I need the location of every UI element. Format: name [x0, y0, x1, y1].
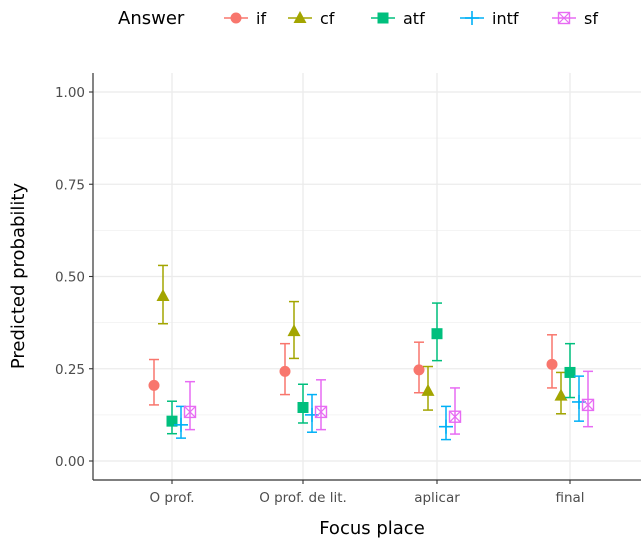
data-point: [148, 379, 160, 391]
data-point: [314, 405, 328, 419]
y-axis-title: Predicted probability: [8, 183, 29, 370]
legend-label: cf: [320, 9, 335, 28]
axes: 0.00 0.25 0.50 0.75 1.00 O prof. O prof. de l…: [8, 73, 641, 539]
data-point: [279, 365, 291, 377]
legend-key-marker: [465, 11, 479, 25]
x-tick-label: final: [555, 490, 584, 506]
legend-key-marker: [293, 11, 307, 23]
data-point: [581, 398, 595, 412]
legend-key-marker: [230, 12, 242, 24]
data-point: [287, 324, 301, 337]
legend-item-if: if: [224, 9, 266, 28]
legend-item-intf: intf: [460, 9, 519, 28]
series-intf: [174, 375, 586, 441]
data-point: [546, 358, 558, 370]
data-point: [174, 417, 188, 432]
legend-key-marker: [377, 12, 389, 24]
legend-item-atf: atf: [371, 9, 425, 28]
y-tick-label: 0.50: [55, 270, 85, 286]
data-point: [448, 410, 462, 423]
series-atf: [166, 302, 576, 435]
error-bar: [185, 380, 195, 431]
y-tick-label: 1.00: [55, 85, 85, 101]
series-cf: [156, 264, 568, 415]
legend-title: Answer: [118, 8, 185, 29]
data-point: [554, 388, 568, 401]
data-point: [564, 366, 576, 378]
data-point: [166, 415, 178, 427]
error-bar: [316, 379, 326, 431]
legend: Answer if cf atf intf sf: [118, 8, 598, 29]
plot-panel: [93, 73, 641, 480]
data-point: [156, 289, 170, 302]
y-tick-label: 0.00: [55, 454, 85, 470]
x-tick-label: aplicar: [414, 490, 460, 506]
data-point: [183, 405, 197, 419]
y-tick-label: 0.25: [55, 362, 85, 378]
data-point: [421, 383, 435, 396]
legend-label: atf: [403, 9, 425, 28]
data-point: [297, 401, 309, 413]
x-tick-label: O prof. de lit.: [259, 490, 347, 506]
legend-label: intf: [492, 9, 519, 28]
series-if: [148, 334, 558, 406]
data-point: [413, 364, 425, 376]
data-point: [431, 328, 443, 340]
series-sf: [183, 370, 595, 435]
legend-key-marker: [557, 11, 571, 25]
legend-item-sf: sf: [552, 9, 598, 28]
data-point: [439, 419, 453, 434]
legend-label: sf: [584, 9, 598, 28]
legend-label: if: [256, 9, 266, 28]
y-tick-label: 0.75: [55, 177, 85, 193]
x-tick-label: O prof.: [149, 490, 194, 506]
data-point: [572, 394, 586, 409]
data-point: [305, 407, 319, 422]
legend-item-cf: cf: [288, 9, 335, 28]
x-axis-title: Focus place: [319, 518, 425, 539]
